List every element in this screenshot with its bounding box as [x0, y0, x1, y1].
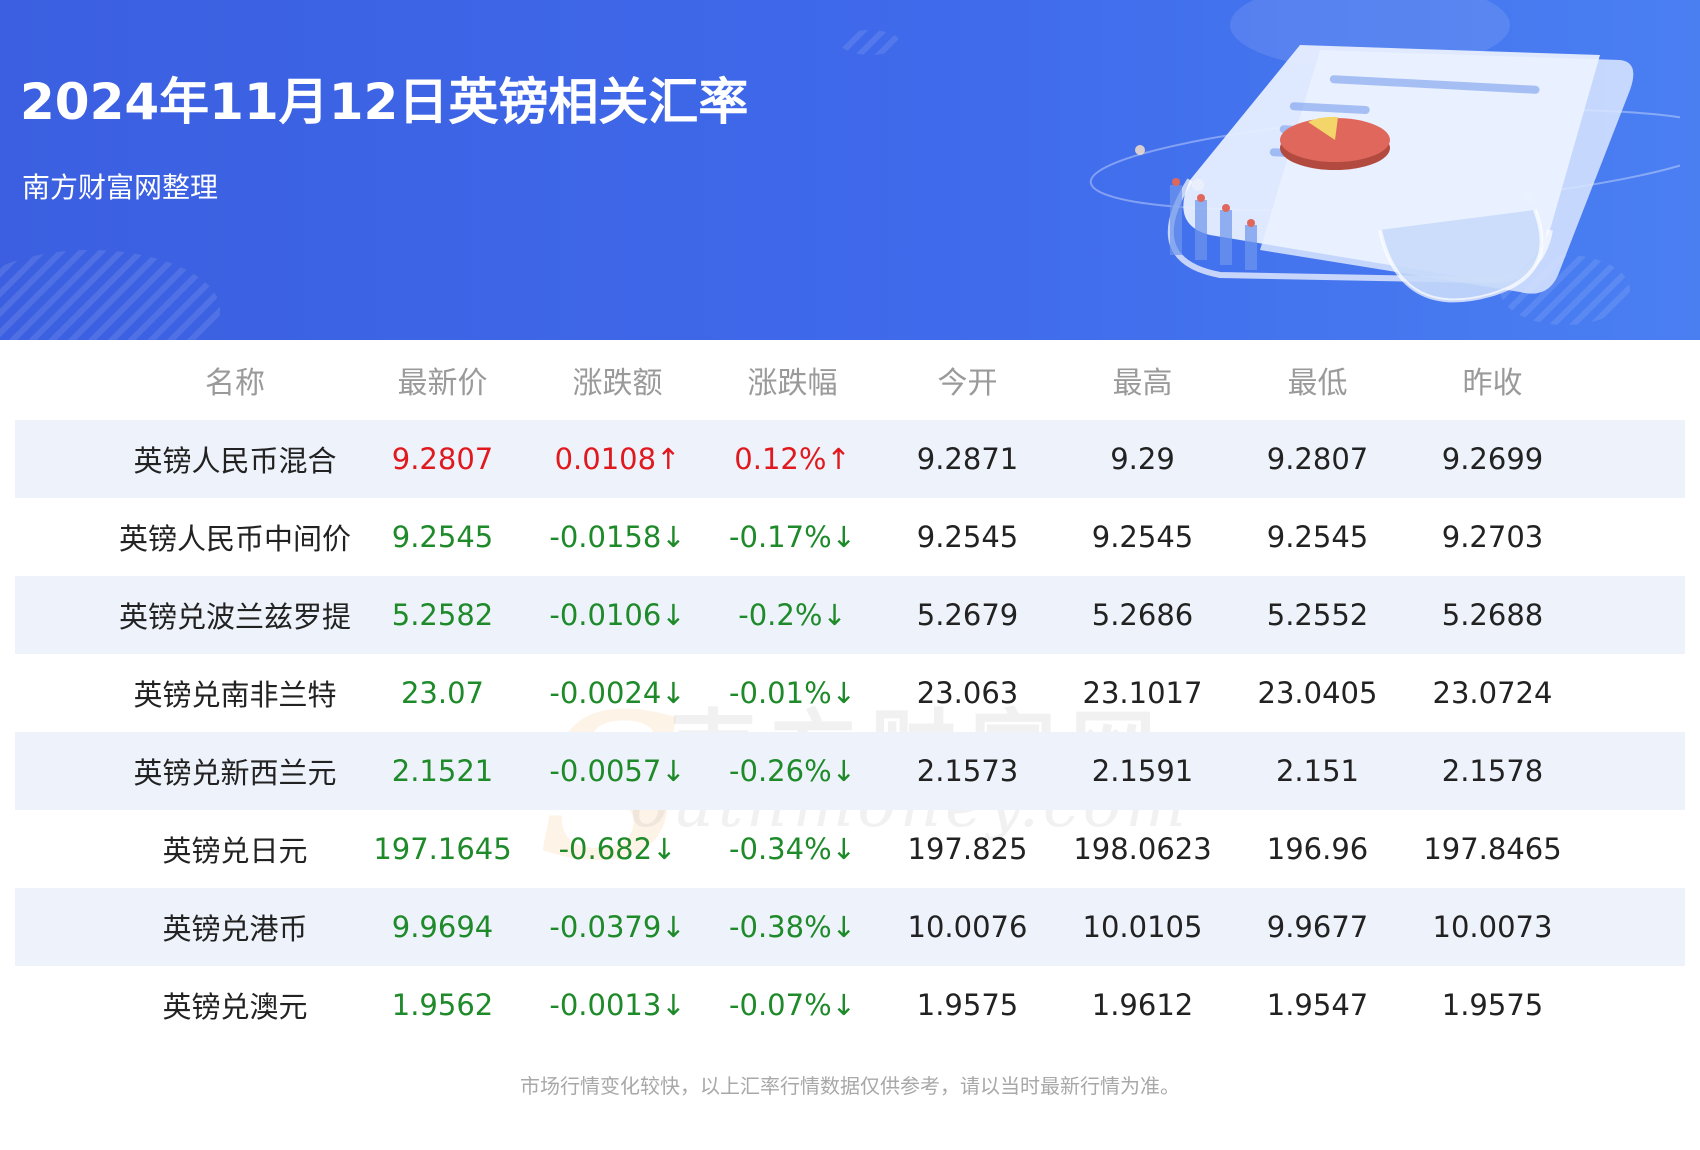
cell-low: 9.2807 — [1266, 442, 1369, 476]
cell-prev: 10.0073 — [1432, 910, 1553, 944]
cell-prev: 1.9575 — [1441, 988, 1544, 1022]
cell-open: 10.0076 — [907, 910, 1028, 944]
column-header-open: 今开 — [937, 366, 998, 401]
cell-prev: 5.2688 — [1441, 598, 1544, 632]
cell-prev: 9.2699 — [1441, 442, 1544, 476]
header-banner: 2024年11月12日英镑相关汇率 南方财富网整理 — [0, 0, 1700, 340]
cell-high: 10.0105 — [1082, 910, 1203, 944]
column-header-change: 涨跌额 — [572, 366, 663, 401]
cell-change: -0.0106↓ — [549, 598, 686, 632]
cell-low: 196.96 — [1266, 832, 1369, 866]
cell-high: 5.2686 — [1091, 598, 1194, 632]
cell-latest: 197.1645 — [373, 832, 512, 866]
column-header-high: 最高 — [1112, 366, 1173, 401]
cell-pct: 0.12%↑ — [734, 442, 851, 476]
cell-open: 9.2871 — [916, 442, 1019, 476]
cell-name: 英镑兑澳元 — [162, 990, 308, 1024]
cell-low: 9.9677 — [1266, 910, 1369, 944]
cell-high: 23.1017 — [1082, 676, 1203, 710]
cell-change: -0.682↓ — [558, 832, 677, 866]
cell-name: 英镑兑日元 — [162, 834, 308, 868]
cell-name: 英镑兑新西兰元 — [133, 756, 337, 790]
cell-prev: 2.1578 — [1441, 754, 1544, 788]
cell-low: 9.2545 — [1266, 520, 1369, 554]
column-header-prev: 昨收 — [1462, 366, 1523, 401]
cell-open: 23.063 — [916, 676, 1019, 710]
cell-latest: 9.2545 — [391, 520, 494, 554]
cell-latest: 5.2582 — [391, 598, 494, 632]
table-row: 英镑兑日元 197.1645 -0.682↓ -0.34%↓ 197.825 198.06… — [15, 810, 1685, 888]
cell-open: 1.9575 — [916, 988, 1019, 1022]
cell-prev: 9.2703 — [1441, 520, 1544, 554]
page-subtitle: 南方财富网整理 — [22, 171, 219, 204]
table-row: 英镑人民币混合 9.2807 0.0108↑ 0.12%↑ 9.2871 9.29 9.28… — [15, 420, 1685, 498]
exchange-rate-table: 名称 最新价 涨跌额 涨跌幅 今开 最高 最低 昨收 英镑人民币混合 9.2807… — [15, 340, 1685, 1044]
cell-change: -0.0024↓ — [549, 676, 686, 710]
column-header-low: 最低 — [1287, 366, 1348, 401]
cell-high: 2.1591 — [1091, 754, 1194, 788]
table-header-row: 名称 最新价 涨跌额 涨跌幅 今开 最高 最低 昨收 — [15, 340, 1685, 420]
cell-latest: 2.1521 — [391, 754, 494, 788]
cell-change: -0.0158↓ — [549, 520, 686, 554]
cell-low: 5.2552 — [1266, 598, 1369, 632]
disclaimer-note: 市场行情变化较快，以上汇率行情数据仅供参考，请以当时最新行情为准。 — [520, 1074, 1180, 1098]
cell-latest: 9.2807 — [391, 442, 494, 476]
cell-name: 英镑人民币中间价 — [118, 522, 351, 556]
cell-latest: 1.9562 — [391, 988, 494, 1022]
report-illustration-icon — [1089, 45, 1680, 303]
column-header-name: 名称 — [205, 366, 265, 401]
cell-name: 英镑兑南非兰特 — [133, 678, 337, 712]
cell-pct: -0.01%↓ — [729, 676, 856, 710]
cell-pct: -0.38%↓ — [729, 910, 856, 944]
cell-open: 9.2545 — [916, 520, 1019, 554]
cell-high: 1.9612 — [1091, 988, 1194, 1022]
table-row: 英镑兑澳元 1.9562 -0.0013↓ -0.07%↓ 1.9575 1.9612 1.… — [15, 966, 1685, 1044]
cell-pct: -0.34%↓ — [729, 832, 856, 866]
cell-prev: 23.0724 — [1432, 676, 1553, 710]
column-header-latest: 最新价 — [397, 366, 488, 401]
cell-pct: -0.26%↓ — [729, 754, 856, 788]
decorative-stripes — [840, 30, 900, 55]
decorative-stripes — [0, 250, 220, 340]
table-row: 英镑兑新西兰元 2.1521 -0.0057↓ -0.26%↓ 2.1573 2.1591… — [15, 732, 1685, 810]
cell-change: -0.0013↓ — [549, 988, 686, 1022]
cell-name: 英镑人民币混合 — [133, 444, 337, 478]
cell-open: 197.825 — [907, 832, 1028, 866]
cell-name: 英镑兑港币 — [162, 912, 308, 946]
cell-open: 2.1573 — [916, 754, 1019, 788]
cell-open: 5.2679 — [916, 598, 1019, 632]
cell-low: 23.0405 — [1257, 676, 1378, 710]
cell-high: 9.2545 — [1091, 520, 1194, 554]
cell-change: -0.0379↓ — [549, 910, 686, 944]
cell-change: 0.0108↑ — [554, 442, 681, 476]
cell-pct: -0.17%↓ — [729, 520, 856, 554]
cell-change: -0.0057↓ — [549, 754, 686, 788]
cell-latest: 23.07 — [400, 676, 485, 710]
page-title: 2024年11月12日英镑相关汇率 — [20, 73, 749, 131]
table-row: 英镑人民币中间价 9.2545 -0.0158↓ -0.17%↓ 9.2545 9.254… — [15, 498, 1685, 576]
column-header-pct: 涨跌幅 — [747, 366, 838, 401]
cell-pct: -0.07%↓ — [729, 988, 856, 1022]
table-row: 英镑兑南非兰特 23.07 -0.0024↓ -0.01%↓ 23.063 23.1017… — [15, 654, 1685, 732]
cell-pct: -0.2%↓ — [738, 598, 847, 632]
table-row: 英镑兑港币 9.9694 -0.0379↓ -0.38%↓ 10.0076 10.0105… — [15, 888, 1685, 966]
cell-low: 1.9547 — [1266, 988, 1369, 1022]
table-row: 英镑兑波兰兹罗提 5.2582 -0.0106↓ -0.2%↓ 5.2679 5.2686… — [15, 576, 1685, 654]
cell-prev: 197.8465 — [1423, 832, 1562, 866]
cell-low: 2.151 — [1275, 754, 1360, 788]
cell-latest: 9.9694 — [391, 910, 494, 944]
cell-name: 英镑兑波兰兹罗提 — [118, 600, 351, 634]
cell-high: 198.0623 — [1073, 832, 1212, 866]
cell-high: 9.29 — [1110, 442, 1175, 476]
